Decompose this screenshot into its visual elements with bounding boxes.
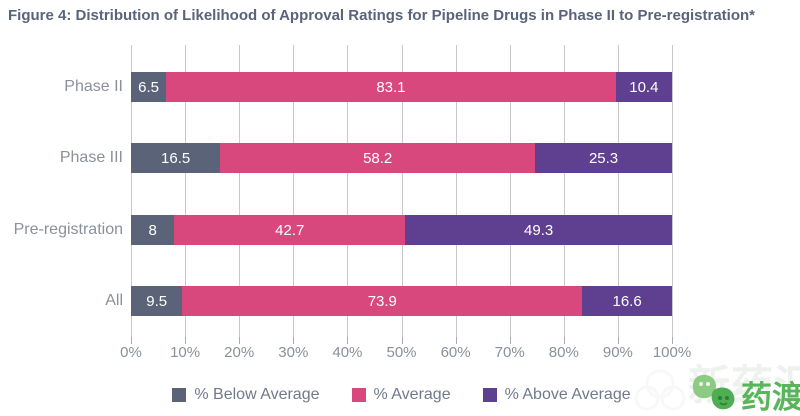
bar-segment: 49.3 [405, 215, 672, 245]
legend-item: % Above Average [482, 386, 631, 404]
gridline [509, 45, 511, 337]
x-axis-label: 20% [224, 344, 255, 361]
x-axis-label: 0% [120, 344, 142, 361]
gridline [617, 45, 619, 337]
bar-segment: 83.1 [166, 72, 616, 102]
legend-item: % Average [351, 386, 451, 404]
x-axis-label: 40% [332, 344, 363, 361]
figure-title: Figure 4: Distribution of Likelihood of … [8, 7, 756, 24]
bar-value-label: 6.5 [138, 78, 159, 96]
x-axis-tick [347, 337, 349, 344]
bar-value-label: 42.7 [275, 221, 305, 239]
legend-label: % Below Average [194, 386, 320, 403]
bar-segment: 25.3 [535, 143, 672, 173]
category-label: All [105, 292, 123, 309]
bar-row: 6.5 83.1 10.4 [131, 72, 672, 102]
x-axis-label: 30% [278, 344, 309, 361]
bar-segment: 8 [131, 215, 175, 245]
x-axis-tick [185, 337, 187, 344]
x-axis-label: 100% [652, 344, 692, 361]
x-axis-tick [563, 337, 565, 344]
bar-value-label: 9.5 [146, 292, 168, 310]
gridline [239, 45, 241, 337]
legend-swatch-icon [482, 388, 497, 402]
bar-value-label: 49.3 [524, 221, 554, 239]
legend: % Below Average % Average % Above Average [131, 386, 672, 404]
x-axis-label: 60% [440, 344, 471, 361]
bar-segment: 58.2 [220, 143, 536, 173]
bar-segment: 16.6 [582, 286, 672, 316]
bar-value-label: 58.2 [363, 149, 393, 167]
category-label: Phase II [64, 78, 123, 95]
x-axis-tick [293, 337, 295, 344]
bar-segment: 9.5 [131, 286, 183, 316]
bar-row: 9.5 73.9 16.6 [131, 286, 672, 316]
bar-row: 16.5 58.2 25.3 [131, 143, 672, 173]
x-axis-label: 10% [170, 344, 201, 361]
faint-flower-watermark-icon [634, 369, 686, 411]
category-label: Phase III [59, 149, 123, 166]
bar-value-label: 73.9 [367, 292, 397, 310]
x-axis-tick [672, 337, 673, 344]
gridline [672, 45, 673, 337]
gridline [401, 45, 403, 337]
bar-row: 8 42.7 49.3 [131, 215, 672, 245]
bar-segment: 42.7 [174, 215, 406, 245]
legend-swatch-icon [351, 388, 366, 402]
x-axis-label: 70% [494, 344, 525, 361]
plot-area: 6.5 83.1 10.4 16.5 58.2 25.3 8 42.7 49.3 9.5 73.9 1… [131, 45, 673, 337]
x-axis-tick [401, 337, 403, 344]
bar-segment: 73.9 [182, 286, 583, 316]
bar-segment: 10.4 [615, 72, 672, 102]
bar-value-label: 16.5 [161, 149, 191, 167]
bar-value-label: 10.4 [629, 78, 659, 96]
bar-value-label: 16.6 [612, 292, 642, 310]
x-axis-tick [131, 337, 132, 344]
gridline [563, 45, 565, 337]
gridline [185, 45, 187, 337]
legend-label: % Above Average [504, 386, 631, 403]
legend-swatch-icon [172, 388, 187, 402]
yaodu-logo-icon [692, 374, 735, 410]
legend-item: % Below Average [172, 386, 320, 404]
x-axis-label: 90% [602, 344, 633, 361]
gridline [347, 45, 349, 337]
gridline [293, 45, 295, 337]
category-label: Pre-registration [13, 221, 123, 238]
x-axis-tick [455, 337, 457, 344]
bar-value-label: 25.3 [588, 149, 619, 167]
x-axis-label: 80% [548, 344, 579, 361]
bar-value-label: 83.1 [376, 78, 406, 96]
bar-segment: 6.5 [131, 72, 167, 102]
gridline [131, 45, 132, 337]
gridline [455, 45, 457, 337]
bar-value-label: 8 [148, 221, 157, 239]
x-axis-tick [509, 337, 511, 344]
yaodu-watermark-text: 药渡 [741, 380, 800, 415]
legend-label: % Average [373, 386, 451, 403]
x-axis-label: 50% [386, 344, 417, 361]
bar-segment: 16.5 [131, 143, 221, 173]
x-axis-tick [239, 337, 241, 344]
x-axis-tick [617, 337, 619, 344]
